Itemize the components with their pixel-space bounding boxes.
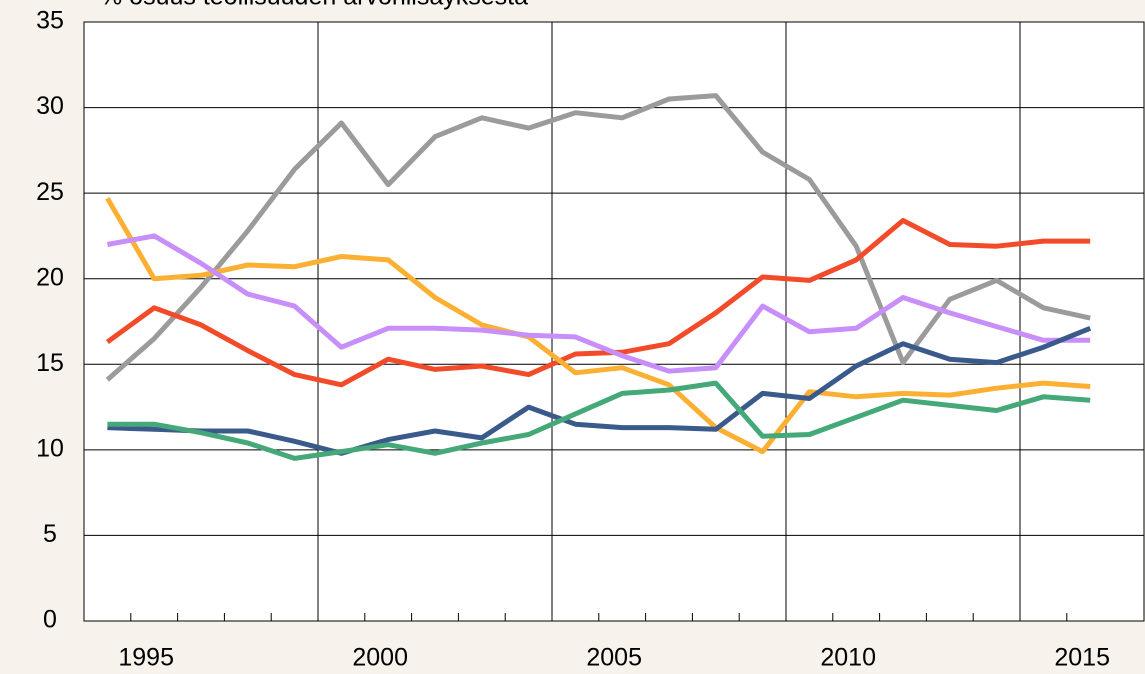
y-tick-label: 20	[36, 263, 64, 291]
y-tick-label: 15	[36, 349, 64, 377]
x-tick-label: 2000	[352, 644, 408, 672]
x-tick-label: 2010	[820, 644, 876, 672]
plot-area	[83, 21, 1145, 622]
chart-title: % osuus teollisuuden arvonlisäyksestä	[100, 0, 528, 11]
x-tick-label: 2015	[1054, 644, 1110, 672]
series-line	[105, 197, 1091, 455]
series-line	[106, 233, 1091, 374]
y-tick-label: 5	[43, 520, 57, 548]
y-tick-label: 25	[36, 178, 64, 206]
y-tick-label: 10	[36, 434, 64, 462]
y-tick-label: 0	[43, 606, 57, 634]
series-line	[107, 380, 1091, 461]
y-tick-label: 35	[36, 7, 64, 35]
series-line	[105, 93, 1091, 382]
y-tick-label: 30	[36, 92, 64, 120]
x-tick-label: 2005	[586, 644, 642, 672]
series-line	[105, 218, 1091, 388]
series-line	[107, 325, 1092, 456]
x-tick-label: 1995	[118, 644, 174, 672]
